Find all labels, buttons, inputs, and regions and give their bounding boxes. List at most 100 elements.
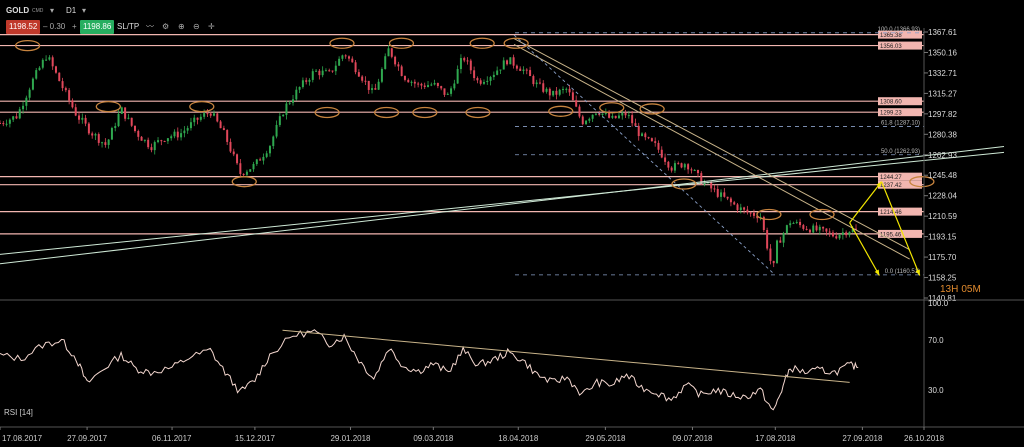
- zoom-out-icon[interactable]: ⊖: [193, 22, 200, 31]
- chevron-down-icon[interactable]: ▾: [82, 6, 87, 15]
- candle-body: [351, 58, 354, 63]
- axes: 1367.61 1350.16 1332.71 1315.27 1297.82 1280.…: [0, 28, 1024, 443]
- channel-line-lower: [0, 145, 1005, 265]
- candle-body: [140, 136, 143, 141]
- candle-body: [578, 106, 581, 117]
- candle-body: [469, 60, 472, 71]
- candle-body: [845, 232, 848, 236]
- countdown-timer: 13H 05M: [940, 284, 981, 295]
- candle-body: [588, 118, 591, 121]
- rsi-panel: [0, 329, 859, 411]
- candle-body: [696, 170, 699, 174]
- candle-body: [604, 112, 607, 114]
- candle-body: [512, 57, 515, 66]
- candle-body: [357, 72, 360, 77]
- candle-body: [621, 112, 624, 116]
- buy-price-button[interactable]: 1198.86: [80, 20, 115, 34]
- candle-body: [450, 88, 453, 94]
- chevron-down-icon[interactable]: ▾: [50, 6, 55, 15]
- candle-body: [328, 70, 331, 72]
- level-tag: [878, 108, 922, 117]
- candle-body: [252, 164, 255, 170]
- candle-body: [522, 69, 525, 71]
- candle-body: [673, 163, 676, 171]
- highlight-ellipse: [412, 106, 438, 119]
- date-axis-label: 17.08.2018: [755, 434, 796, 443]
- level-tag: [878, 180, 922, 189]
- candle-body: [430, 84, 433, 86]
- candle-body: [542, 83, 545, 92]
- candle-body: [476, 78, 479, 81]
- candle-body: [855, 228, 858, 230]
- highlight-ellipse: [231, 176, 257, 188]
- level-label: 1214.46: [880, 210, 902, 216]
- highlight-ellipse: [465, 106, 491, 119]
- date-axis-label: 29.01.2018: [330, 434, 371, 443]
- candle-body: [315, 70, 318, 72]
- candle-body: [41, 59, 44, 68]
- chart-settings-icon[interactable]: ⚙: [162, 22, 170, 31]
- candle-body: [700, 173, 703, 185]
- candle-body: [160, 140, 163, 142]
- candle-body: [226, 130, 229, 142]
- candle-body: [400, 66, 403, 77]
- rsi-label: RSI [14]: [4, 408, 33, 417]
- date-axis-label: 18.04.2018: [498, 434, 539, 443]
- sell-price-button[interactable]: 1198.52: [6, 20, 41, 34]
- candle-body: [288, 102, 291, 104]
- candle-body: [558, 89, 561, 95]
- candle-body: [565, 88, 568, 90]
- candle-body: [15, 116, 18, 119]
- spread-value: – 0.30: [43, 22, 66, 31]
- candle-body: [331, 70, 334, 72]
- plus-icon[interactable]: +: [72, 22, 77, 31]
- candle-body: [706, 182, 709, 184]
- projection-arrow: [849, 222, 880, 276]
- date-axis-label: 09.07.2018: [672, 434, 713, 443]
- fibonacci-level-label: 50.0 (1262.93): [881, 149, 920, 155]
- spread-number: 0.30: [49, 22, 66, 31]
- level-label: 1195.46: [880, 232, 902, 238]
- fibonacci-diagonal: [513, 34, 774, 274]
- candle-body: [723, 192, 726, 197]
- candle-body: [835, 236, 838, 239]
- candle-body: [463, 58, 466, 61]
- date-axis-label: 06.11.2017: [152, 434, 192, 443]
- candle-body: [664, 157, 667, 162]
- price-axis-label: 1332.71: [928, 69, 957, 78]
- level-label: 1299.23: [880, 111, 902, 117]
- candle-body: [739, 207, 742, 211]
- candle-body: [163, 141, 166, 143]
- highlight-ellipse: [503, 37, 529, 49]
- candle-body: [35, 70, 38, 79]
- candle-body: [482, 81, 485, 84]
- candle-body: [275, 124, 278, 137]
- candle-body: [321, 70, 324, 76]
- sltp-button[interactable]: SL/TP: [117, 22, 140, 31]
- price-axis-label: 1367.61: [928, 28, 957, 37]
- candle-body: [838, 234, 841, 239]
- candle-body: [239, 163, 242, 174]
- candle-body: [815, 225, 818, 231]
- candle-body: [436, 83, 439, 87]
- price-axis-label: 1210.59: [928, 212, 957, 221]
- candle-body: [384, 56, 387, 69]
- candle-body: [206, 113, 209, 115]
- line-chart-icon[interactable]: 〰: [146, 22, 154, 31]
- crosshair-icon[interactable]: ✛: [208, 22, 215, 31]
- candle-body: [213, 113, 216, 116]
- level-tag: [878, 172, 922, 181]
- candle-body: [660, 149, 663, 158]
- candle-body: [268, 146, 271, 154]
- highlight-ellipse: [373, 106, 400, 119]
- fibonacci-level-label: 0.0 (1160.51): [885, 269, 920, 275]
- symbol-name[interactable]: GOLD: [6, 6, 30, 15]
- candle-body: [417, 83, 420, 85]
- timeframe-selector[interactable]: D1: [66, 6, 77, 15]
- zoom-in-icon[interactable]: ⊕: [178, 22, 185, 31]
- candle-body: [282, 114, 285, 117]
- rsi-axis-label: 70.0: [928, 336, 944, 345]
- candle-body: [0, 123, 1, 125]
